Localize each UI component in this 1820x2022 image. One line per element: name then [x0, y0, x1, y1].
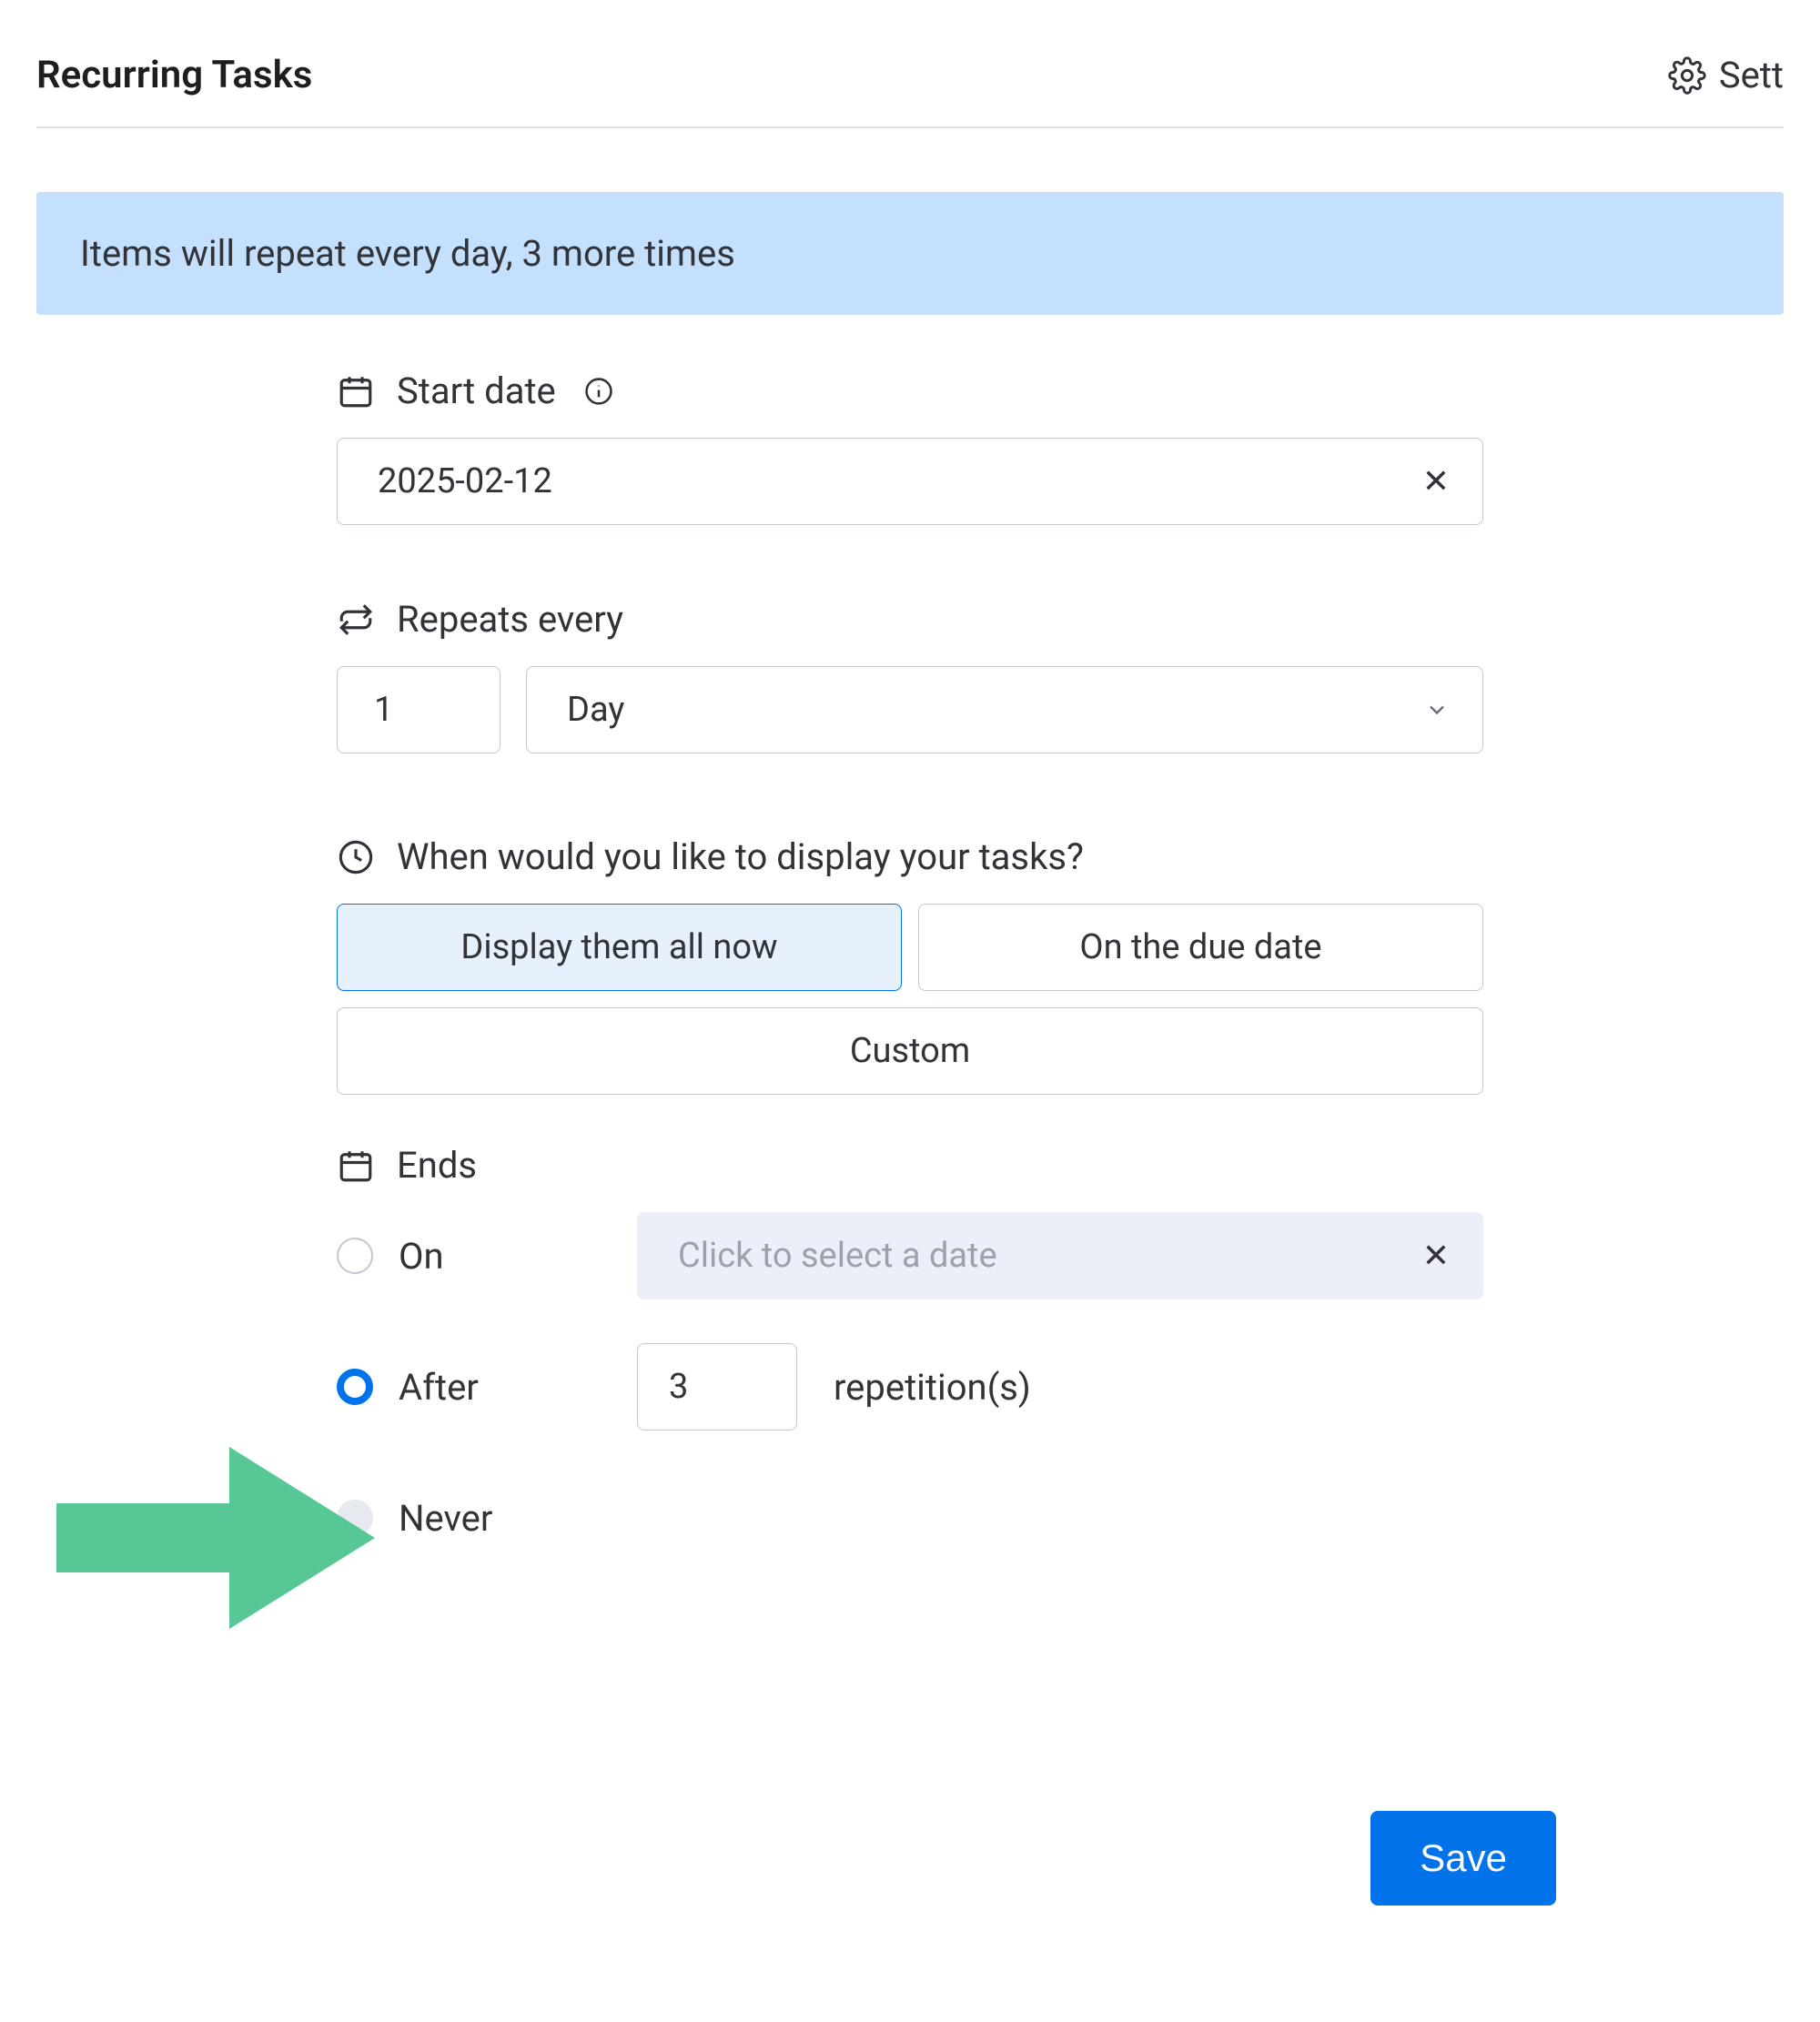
clock-icon: [337, 838, 375, 876]
save-button-label: Save: [1420, 1836, 1507, 1879]
radio-icon: [337, 1369, 373, 1405]
ends-label-row: Ends: [337, 1144, 1483, 1187]
display-option-due-date-label: On the due date: [1079, 927, 1321, 967]
display-option-all-now-label: Display them all now: [460, 927, 777, 967]
start-date-input[interactable]: 2025-02-12 ✕: [337, 438, 1483, 525]
clear-icon[interactable]: ✕: [1422, 1237, 1450, 1275]
banner-text: Items will repeat every day, 3 more time…: [80, 232, 735, 275]
ends-on-placeholder: Click to select a date: [678, 1236, 997, 1276]
display-option-custom-label: Custom: [850, 1031, 970, 1071]
repeats-label-row: Repeats every: [337, 598, 1483, 641]
repetitions-suffix: repetition(s): [834, 1366, 1031, 1409]
ends-after-option[interactable]: After: [337, 1366, 637, 1409]
ends-on-date-input[interactable]: Click to select a date ✕: [637, 1212, 1483, 1299]
annotation-arrow-icon: [56, 1438, 384, 1642]
interval-value: 1: [374, 690, 393, 730]
form-footer: Save: [1370, 1811, 1556, 1906]
save-button[interactable]: Save: [1370, 1811, 1556, 1906]
repetitions-input[interactable]: 3: [637, 1343, 797, 1431]
clear-icon[interactable]: ✕: [1422, 462, 1450, 500]
info-banner: Items will repeat every day, 3 more time…: [36, 192, 1784, 315]
repeats-label: Repeats every: [397, 598, 623, 641]
start-date-label-row: Start date: [337, 369, 1483, 412]
radio-icon: [337, 1238, 373, 1274]
start-date-value: 2025-02-12: [378, 461, 552, 501]
ends-after-label: After: [399, 1366, 479, 1409]
ends-never-label: Never: [399, 1497, 492, 1540]
unit-value: Day: [567, 690, 624, 730]
display-label: When would you like to display your task…: [397, 835, 1084, 878]
interval-input[interactable]: 1: [337, 666, 500, 753]
ends-on-label: On: [399, 1235, 444, 1278]
ends-on-option[interactable]: On: [337, 1235, 637, 1278]
info-icon[interactable]: [583, 376, 614, 407]
start-date-label: Start date: [397, 369, 556, 412]
gear-icon: [1668, 56, 1706, 95]
ends-label: Ends: [397, 1144, 477, 1187]
chevron-down-icon: [1424, 697, 1450, 723]
calendar-icon: [337, 372, 375, 410]
settings-link[interactable]: Sett: [1668, 54, 1784, 96]
repeat-icon: [337, 601, 375, 639]
calendar-icon: [337, 1147, 375, 1185]
display-option-due-date[interactable]: On the due date: [918, 904, 1483, 991]
recurring-form: Start date 2025-02-12 ✕ Repeats every: [337, 369, 1483, 1562]
page-title: Recurring Tasks: [36, 53, 312, 97]
unit-select[interactable]: Day: [526, 666, 1483, 753]
header: Recurring Tasks Sett: [36, 35, 1784, 128]
display-option-all-now[interactable]: Display them all now: [337, 904, 902, 991]
display-label-row: When would you like to display your task…: [337, 835, 1483, 878]
radio-icon: [337, 1500, 373, 1536]
ends-never-option[interactable]: Never: [337, 1497, 637, 1540]
display-option-custom[interactable]: Custom: [337, 1007, 1483, 1095]
settings-label: Sett: [1719, 54, 1784, 96]
repetitions-value: 3: [669, 1367, 688, 1407]
